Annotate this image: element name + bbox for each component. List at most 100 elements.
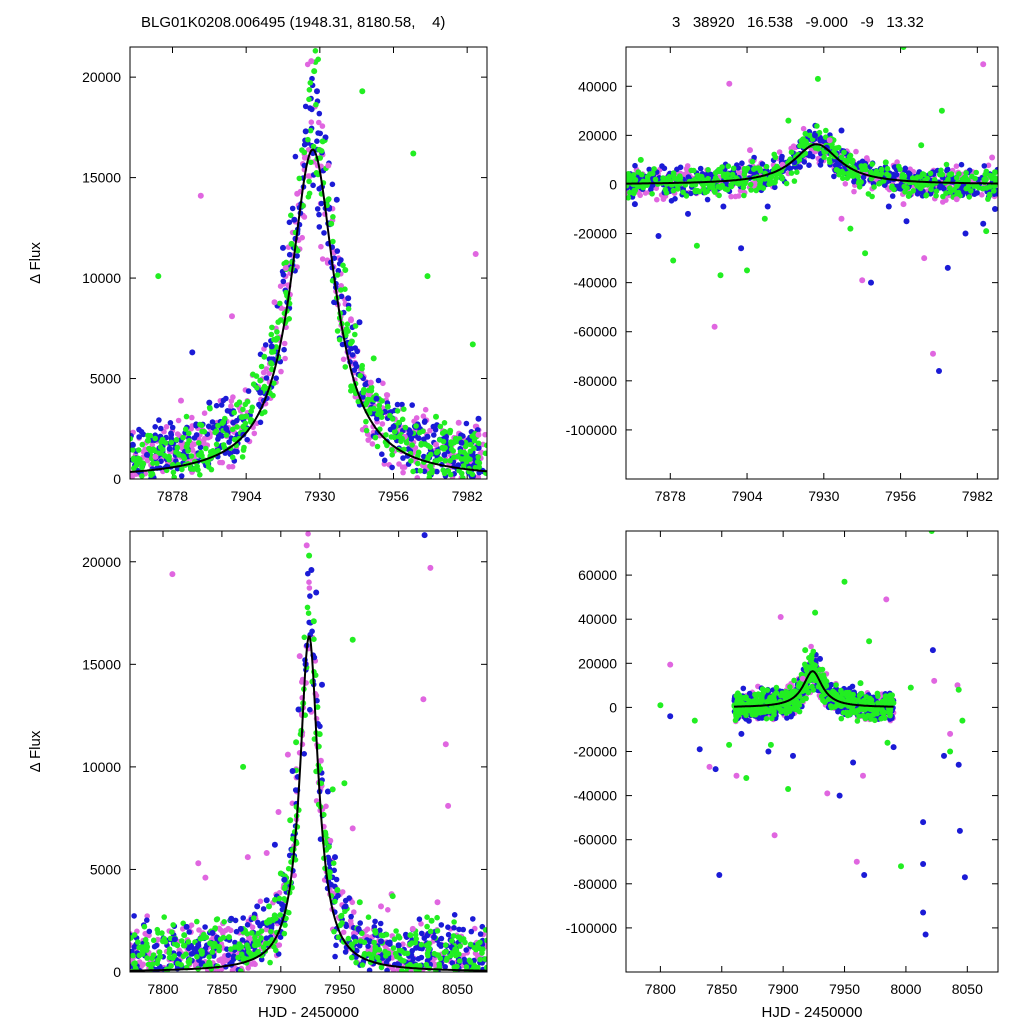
scatter-point-green (457, 943, 463, 949)
data-point-blue (272, 842, 278, 848)
scatter-point-green (889, 183, 895, 189)
scatter-point-green (728, 182, 734, 188)
scatter-point-green (436, 961, 442, 967)
data-point-magenta (427, 565, 433, 571)
scatter-point-blue (214, 403, 220, 409)
scatter-point-green (346, 306, 352, 312)
scatter-point-magenta (309, 119, 315, 125)
scatter-point-green (393, 928, 399, 934)
scatter-point-blue (317, 224, 323, 230)
scatter-point-magenta (282, 341, 288, 347)
scatter-point-blue (332, 954, 338, 960)
scatter-point-magenta (189, 415, 195, 421)
scatter-point-blue (335, 893, 341, 899)
data-point-green (744, 267, 750, 273)
scatter-point-green (130, 953, 136, 959)
data-point-magenta (901, 201, 907, 207)
scatter-point-green (947, 185, 953, 191)
scatter-point-magenta (307, 585, 313, 591)
data-point-blue (269, 343, 275, 349)
scatter-point-green (244, 942, 250, 948)
scatter-point-green (140, 951, 146, 957)
data-point-magenta (930, 351, 936, 357)
scatter-point-green (155, 930, 161, 936)
data-point-blue (303, 128, 309, 134)
data-point-blue (431, 934, 437, 940)
data-point-blue (765, 204, 771, 210)
scatter-point-green (206, 954, 212, 960)
scatter-point-blue (417, 916, 423, 922)
scatter-point-green (363, 419, 369, 425)
scatter-point-green (665, 175, 671, 181)
scatter-point-green (331, 860, 337, 866)
data-point-blue (425, 434, 431, 440)
data-point-green (184, 444, 190, 450)
scatter-point-green (477, 940, 483, 946)
data-point-green (266, 903, 272, 909)
scatter-point-blue (317, 111, 323, 117)
scatter-point-blue (152, 944, 158, 950)
scatter-point-blue (378, 921, 384, 927)
data-point-green (289, 241, 295, 247)
scatter-point-green (448, 442, 454, 448)
data-point-magenta (283, 265, 289, 271)
data-point-green (670, 258, 676, 264)
scatter-point-green (918, 186, 924, 192)
scatter-point-green (442, 420, 448, 426)
data-point-green (274, 335, 280, 341)
scatter-point-green (693, 189, 699, 195)
scatter-point-blue (431, 432, 437, 438)
scatter-point-magenta (801, 126, 807, 132)
scatter-point-green (834, 167, 840, 173)
scatter-point-green (631, 172, 637, 178)
scatter-point-green (424, 924, 430, 930)
scatter-point-green (802, 696, 808, 702)
data-point-magenta (747, 147, 753, 153)
scatter-point-green (884, 171, 890, 177)
scatter-point-blue (264, 375, 270, 381)
scatter-point-green (440, 430, 446, 436)
y-tick-label: 60000 (578, 567, 617, 583)
data-point-magenta (294, 191, 300, 197)
scatter-point-blue (797, 164, 803, 170)
scatter-point-blue (281, 279, 287, 285)
data-point-blue (144, 452, 150, 458)
scatter-point-blue (456, 927, 462, 933)
scatter-point-magenta (851, 189, 857, 195)
scatter-point-green (413, 423, 419, 429)
scatter-point-blue (982, 163, 988, 169)
scatter-point-green (392, 936, 398, 942)
scatter-point-green (170, 922, 176, 928)
scatter-point-green (337, 337, 343, 343)
data-point-magenta (195, 860, 201, 866)
y-axis-label: Δ Flux (27, 730, 44, 772)
scatter-point-green (721, 172, 727, 178)
x-tick-label: 7930 (304, 488, 335, 504)
scatter-point-blue (244, 437, 250, 443)
scatter-point-green (399, 948, 405, 954)
scatter-point-green (991, 188, 997, 194)
scatter-point-green (305, 605, 311, 611)
data-point-green (638, 157, 644, 163)
y-tick-label: 10000 (82, 759, 121, 775)
scatter-point-green (131, 961, 137, 967)
scatter-point-blue (226, 952, 232, 958)
scatter-point-green (306, 97, 312, 103)
scatter-point-green (389, 452, 395, 458)
scatter-point-green (140, 442, 146, 448)
scatter-point-green (847, 157, 853, 163)
scatter-point-green (401, 406, 407, 412)
scatter-point-blue (376, 378, 382, 384)
x-tick-label: 7850 (706, 981, 737, 997)
data-point-blue (357, 319, 363, 325)
data-point-magenta (839, 216, 845, 222)
y-tick-label: 5000 (90, 861, 121, 877)
scatter-point-magenta (423, 407, 429, 413)
scatter-point-green (215, 423, 221, 429)
scatter-point-magenta (415, 475, 421, 481)
scatter-point-blue (890, 193, 896, 199)
scatter-point-blue (170, 425, 176, 431)
scatter-point-green (410, 469, 416, 475)
scatter-point-green (205, 460, 211, 466)
scatter-point-green (647, 171, 653, 177)
